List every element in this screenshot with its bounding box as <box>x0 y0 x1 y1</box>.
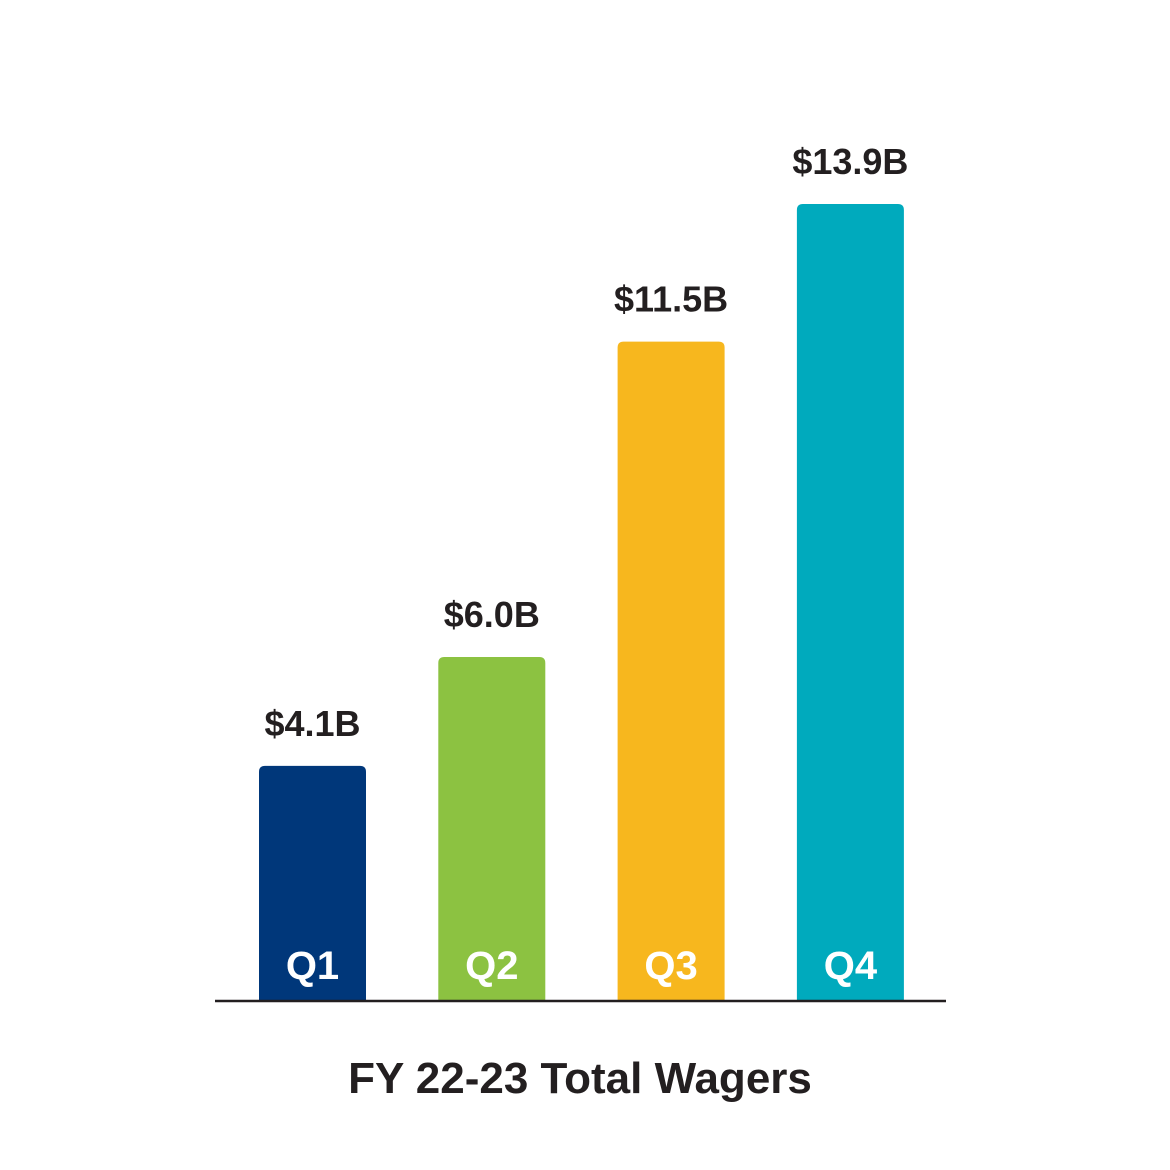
value-label-q1: $4.1B <box>264 703 360 744</box>
category-label-q2: Q2 <box>465 944 518 988</box>
value-label-q4: $13.9B <box>792 141 908 182</box>
value-label-q2: $6.0B <box>444 594 540 635</box>
value-label-q3: $11.5B <box>614 279 728 320</box>
category-label-q4: Q4 <box>824 944 878 988</box>
category-label-q1: Q1 <box>286 944 339 988</box>
category-label-q3: Q3 <box>644 944 697 988</box>
chart-title: FY 22-23 Total Wagers <box>348 1054 812 1103</box>
bar-q1 <box>259 765 366 1001</box>
bar-q3 <box>617 341 725 1001</box>
bar-q2 <box>438 656 546 1001</box>
bar-q4 <box>796 204 904 1001</box>
bars-group: $4.1B Q1 $6.0B Q2 $11.5B Q3 $13.9B Q4 <box>259 141 908 1001</box>
